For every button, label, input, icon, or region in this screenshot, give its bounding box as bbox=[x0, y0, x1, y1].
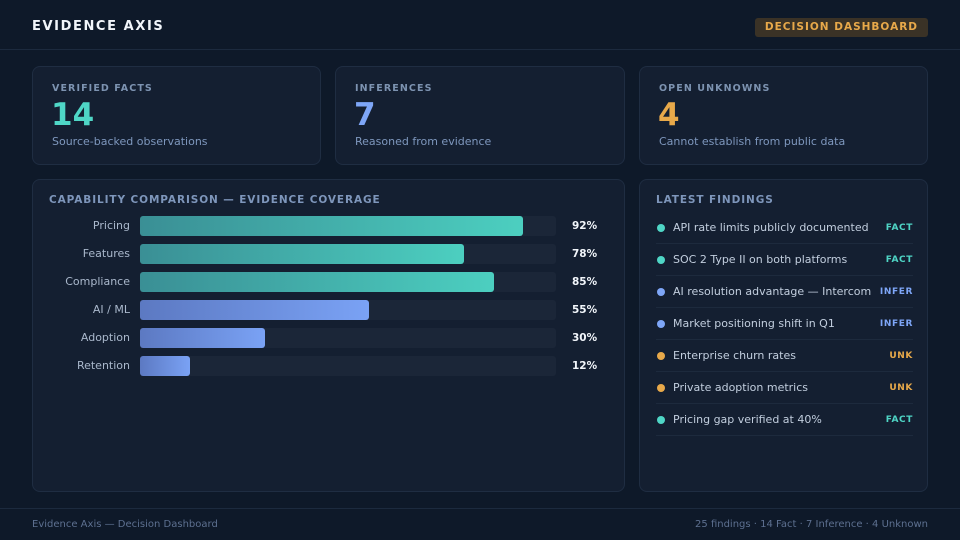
bar-fill bbox=[140, 300, 369, 320]
capability-comparison-chart: CAPABILITY COMPARISON — EVIDENCE COVERAG… bbox=[32, 179, 625, 492]
finding-tag-badge: UNK bbox=[889, 383, 913, 393]
finding-item[interactable]: Pricing gap verified at 40% FACT bbox=[656, 404, 913, 436]
bar-row: Compliance 85% bbox=[33, 272, 626, 292]
stat-value: 4 bbox=[658, 97, 680, 133]
finding-text: Pricing gap verified at 40% bbox=[673, 413, 822, 426]
finding-text: AI resolution advantage — Intercom bbox=[673, 285, 872, 298]
finding-item[interactable]: AI resolution advantage — Intercom INFER bbox=[656, 276, 913, 308]
dashboard-badge: DECISION DASHBOARD bbox=[754, 18, 928, 37]
bar-row: Retention 12% bbox=[33, 356, 626, 376]
bar-track bbox=[140, 272, 556, 292]
verified-facts-card: VERIFIED FACTS 14 Source-backed observat… bbox=[32, 66, 321, 165]
finding-tag-badge: INFER bbox=[879, 319, 913, 329]
stat-label: OPEN UNKNOWNS bbox=[659, 83, 771, 94]
bar-row: Pricing 92% bbox=[33, 216, 626, 236]
finding-text: SOC 2 Type II on both platforms bbox=[673, 253, 848, 266]
chart-title: CAPABILITY COMPARISON — EVIDENCE COVERAG… bbox=[49, 194, 381, 206]
stat-label: VERIFIED FACTS bbox=[52, 83, 153, 94]
footer-bar: Evidence Axis — Decision Dashboard 25 fi… bbox=[0, 508, 960, 540]
finding-tag-badge: FACT bbox=[885, 415, 913, 425]
status-dot-icon bbox=[657, 256, 665, 264]
open-unknowns-card: OPEN UNKNOWNS 4 Cannot establish from pu… bbox=[639, 66, 928, 165]
bar-category-label: Compliance bbox=[65, 275, 130, 288]
finding-item[interactable]: Enterprise churn rates UNK bbox=[656, 340, 913, 372]
finding-item[interactable]: API rate limits publicly documented FACT bbox=[656, 212, 913, 244]
header-bar: EVIDENCE AXIS DECISION DASHBOARD bbox=[0, 0, 960, 50]
finding-tag-badge: FACT bbox=[885, 255, 913, 265]
bar-value-label: 85% bbox=[572, 276, 598, 288]
bar-category-label: AI / ML bbox=[92, 303, 130, 316]
findings-title: LATEST FINDINGS bbox=[656, 194, 774, 206]
footer-summary: 25 findings · 14 Fact · 7 Inference · 4 … bbox=[695, 519, 928, 530]
bar-row: AI / ML 55% bbox=[33, 300, 626, 320]
finding-text: Enterprise churn rates bbox=[673, 349, 796, 362]
status-dot-icon bbox=[657, 288, 665, 296]
finding-text: API rate limits publicly documented bbox=[673, 221, 869, 234]
bar-row: Features 78% bbox=[33, 244, 626, 264]
finding-tag-badge: FACT bbox=[885, 223, 913, 233]
status-dot-icon bbox=[657, 320, 665, 328]
stat-subtitle: Source-backed observations bbox=[52, 135, 208, 148]
stat-subtitle: Reasoned from evidence bbox=[355, 135, 492, 148]
finding-text: Private adoption metrics bbox=[673, 381, 809, 394]
finding-tag-badge: INFER bbox=[879, 287, 913, 297]
bar-track bbox=[140, 244, 556, 264]
finding-tag-badge: UNK bbox=[889, 351, 913, 361]
bar-value-label: 55% bbox=[572, 304, 598, 316]
bar-track bbox=[140, 216, 556, 236]
finding-item[interactable]: Market positioning shift in Q1 INFER bbox=[656, 308, 913, 340]
bar-fill bbox=[140, 272, 494, 292]
stat-value: 7 bbox=[354, 97, 376, 133]
bar-fill bbox=[140, 244, 464, 264]
stat-subtitle: Cannot establish from public data bbox=[659, 135, 846, 148]
bar-value-label: 78% bbox=[572, 248, 598, 260]
status-dot-icon bbox=[657, 384, 665, 392]
inferences-card: INFERENCES 7 Reasoned from evidence bbox=[335, 66, 625, 165]
bar-category-label: Pricing bbox=[92, 219, 130, 232]
bar-value-label: 12% bbox=[572, 360, 598, 372]
status-dot-icon bbox=[657, 416, 665, 424]
app-title: EVIDENCE AXIS bbox=[32, 19, 165, 34]
bar-value-label: 30% bbox=[572, 332, 598, 344]
bar-fill bbox=[140, 216, 523, 236]
bar-category-label: Adoption bbox=[80, 331, 130, 344]
footer-caption: Evidence Axis — Decision Dashboard bbox=[32, 519, 218, 530]
bar-fill bbox=[140, 328, 265, 348]
stat-value: 14 bbox=[51, 97, 95, 133]
bar-row: Adoption 30% bbox=[33, 328, 626, 348]
finding-text: Market positioning shift in Q1 bbox=[673, 317, 835, 330]
bar-track bbox=[140, 300, 556, 320]
bar-track bbox=[140, 356, 556, 376]
bar-track bbox=[140, 328, 556, 348]
status-dot-icon bbox=[657, 224, 665, 232]
latest-findings-panel: LATEST FINDINGS API rate limits publicly… bbox=[639, 179, 928, 492]
bar-value-label: 92% bbox=[572, 220, 598, 232]
stat-label: INFERENCES bbox=[355, 83, 433, 94]
bar-category-label: Retention bbox=[76, 359, 130, 372]
finding-item[interactable]: Private adoption metrics UNK bbox=[656, 372, 913, 404]
status-dot-icon bbox=[657, 352, 665, 360]
finding-item[interactable]: SOC 2 Type II on both platforms FACT bbox=[656, 244, 913, 276]
bar-category-label: Features bbox=[82, 247, 130, 260]
bar-fill bbox=[140, 356, 190, 376]
